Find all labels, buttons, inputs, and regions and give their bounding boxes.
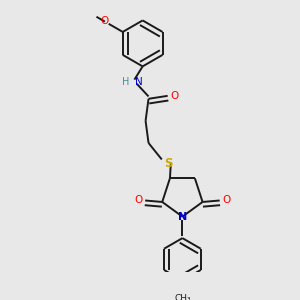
Text: O: O [100, 16, 108, 26]
Text: O: O [222, 195, 230, 205]
Text: CH₃: CH₃ [174, 294, 191, 300]
Text: S: S [164, 157, 172, 169]
Text: H: H [122, 77, 129, 87]
Text: N: N [178, 212, 187, 222]
Text: N: N [135, 77, 143, 87]
Text: O: O [170, 91, 178, 101]
Text: O: O [134, 195, 143, 205]
